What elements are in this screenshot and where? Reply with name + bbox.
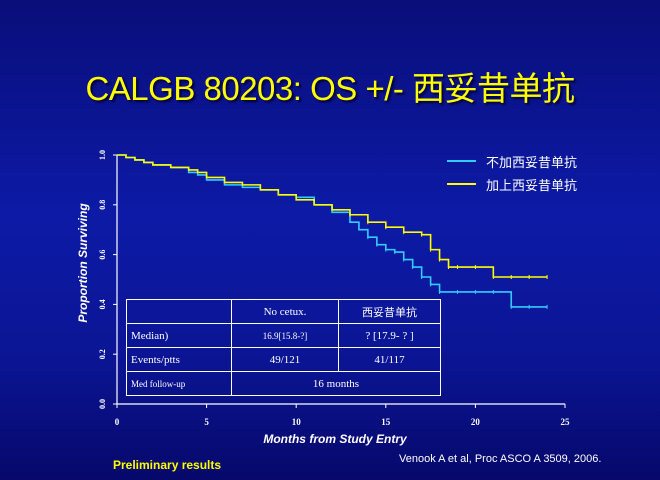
stats-header-cetux: 西妥昔单抗 — [338, 299, 441, 324]
stats-label-follow-up: Med follow-up — [126, 371, 232, 396]
series-line-no-cetux — [117, 154, 548, 308]
stats-label-events: Events/ptts — [126, 347, 232, 372]
stats-row-median: Median) 16.9[15.8-?] ? [17.9- ? ] — [126, 323, 441, 348]
stats-median-cetux: ? [17.9- ? ] — [338, 323, 441, 348]
y-tick-label: 0.0 — [98, 399, 107, 409]
stats-label-median: Median) — [126, 323, 232, 348]
x-tick-label: 0 — [115, 417, 120, 427]
x-tick-label: 5 — [204, 417, 209, 427]
citation: Venook A et al, Proc ASCO A 3509, 2006. — [399, 453, 602, 465]
stats-follow-up-value: 16 months — [231, 371, 441, 396]
stats-header-no-cetux: No cetux. — [231, 299, 339, 324]
y-tick-label: 0.2 — [98, 349, 107, 359]
x-tick-label: 10 — [292, 417, 302, 427]
stats-header-blank — [126, 299, 232, 324]
series-line-cetux — [117, 154, 548, 278]
stats-row-events: Events/ptts 49/121 41/117 — [126, 347, 441, 372]
y-axis-label: Proportion Surviving — [76, 203, 90, 323]
chart-ticks: 0 5 10 15 20 25 0.0 0.2 0.4 0.6 0.8 1.0 — [98, 150, 570, 427]
chart-legend: 不加西妥昔单抗 加上西妥昔单抗 — [447, 156, 577, 194]
legend-label-no-cetux: 不加西妥昔单抗 — [486, 156, 577, 171]
chart-series — [117, 154, 548, 309]
stats-median-no-cetux: 16.9[15.8-?] — [231, 323, 339, 348]
x-tick-label: 20 — [471, 417, 481, 427]
stats-events-cetux: 41/117 — [338, 347, 441, 372]
preliminary-note: Preliminary results — [113, 458, 222, 472]
x-tick-label: 15 — [381, 417, 391, 427]
chart-axes — [116, 155, 565, 405]
y-tick-label: 0.8 — [98, 200, 107, 210]
y-tick-label: 0.4 — [98, 299, 107, 309]
x-tick-label: 25 — [561, 417, 571, 427]
y-tick-label: 1.0 — [98, 150, 107, 160]
x-axis-label: Months from Study Entry — [263, 432, 407, 446]
stats-row-follow-up: Med follow-up 16 months — [126, 371, 441, 396]
stats-events-no-cetux: 49/121 — [231, 347, 339, 372]
slide-title: CALGB 80203: OS +/- 西妥昔单抗 — [85, 70, 575, 107]
stats-header-row: No cetux. 西妥昔单抗 — [126, 299, 441, 324]
legend-label-cetux: 加上西妥昔单抗 — [486, 179, 577, 194]
y-tick-label: 0.6 — [98, 250, 107, 260]
stats-table: No cetux. 西妥昔单抗 Median) 16.9[15.8-?] ? [… — [126, 299, 441, 396]
